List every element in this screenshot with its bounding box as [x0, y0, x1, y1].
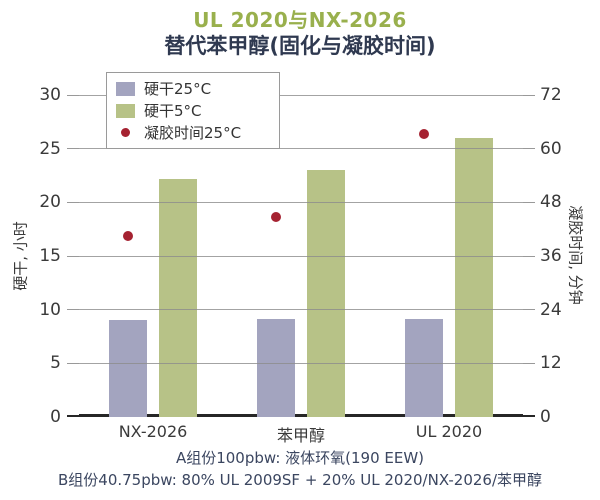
- legend-item-hard-dry-5c: 硬干5°C: [116, 101, 269, 120]
- bar-hard-dry-5c: [159, 178, 197, 417]
- y-axis-tick-label-left: 15: [39, 246, 61, 266]
- footer-note-line2: B组份40.75pbw: 80% UL 2009SF + 20% UL 2020…: [57, 471, 542, 489]
- bar-hard-dry-25c: [109, 320, 147, 417]
- y-axis-tick-label-right: 24: [540, 299, 562, 320]
- y-axis-tick-label-right: 0: [540, 407, 551, 427]
- y-axis-tick-label-left: 20: [39, 192, 61, 213]
- legend: 硬干25°C 硬干5°C 凝胶时间25°C: [106, 72, 280, 149]
- y-axis-tick-left: [67, 255, 79, 257]
- gel-time-25c-dot: [419, 128, 429, 139]
- y-axis-tick-label-right: 72: [540, 85, 562, 105]
- plot-area: 0 0 5 12 10 24 15 36 20 48 25 60 30 72 NX-2026 苯甲醇 UL 20…: [39, 85, 561, 445]
- y-axis-tick-left: [67, 362, 79, 364]
- y-axis-tick-right: [523, 362, 535, 364]
- x-axis-category-label: 苯甲醇: [276, 426, 326, 445]
- bar-hard-dry-25c: [257, 319, 295, 417]
- y-axis-tick-label-left: 30: [39, 85, 61, 105]
- y-axis-tick-left: [67, 309, 79, 311]
- bar-hard-dry-5c: [307, 170, 345, 417]
- y-axis-tick-right: [523, 255, 535, 257]
- chart-title-line1: UL 2020与NX-2026: [193, 8, 407, 32]
- y-axis-tick-right: [523, 415, 535, 417]
- bar-hard-dry-5c: [455, 137, 493, 417]
- y-axis-tick-right: [523, 94, 535, 96]
- gridline: [79, 309, 523, 311]
- y-axis-tick-left: [67, 148, 79, 150]
- gridline: [79, 362, 523, 364]
- legend-label: 凝胶时间25°C: [144, 124, 242, 142]
- bar-swatch-icon: [116, 81, 135, 96]
- y-axis-tick-left: [67, 94, 79, 96]
- footer-note-line1: A组份100pbw: 液体环氧(190 EEW): [175, 449, 425, 467]
- y-axis-tick-label-left: 25: [39, 138, 61, 159]
- gridline: [79, 94, 523, 96]
- chart-title-line2: 替代苯甲醇(固化与凝胶时间): [164, 34, 436, 58]
- y-axis-tick-label-left: 5: [50, 353, 61, 374]
- y-axis-tick-label-right: 36: [540, 246, 562, 266]
- y-axis-label-right: 凝胶时间, 分钟: [566, 205, 585, 305]
- legend-item-hard-dry-25c: 硬干25°C: [116, 79, 269, 98]
- legend-label: 硬干25°C: [144, 80, 212, 98]
- gel-time-25c-dot: [123, 230, 133, 241]
- x-axis-category-label: UL 2020: [415, 422, 483, 441]
- y-axis-tick-left: [67, 201, 79, 203]
- bar-swatch-icon: [116, 103, 135, 118]
- gel-time-25c-dot: [271, 212, 281, 223]
- legend-label: 硬干5°C: [144, 102, 202, 120]
- y-axis-tick-right: [523, 309, 535, 311]
- gridline: [79, 255, 523, 257]
- y-axis-tick-label-left: 10: [39, 299, 61, 320]
- y-axis-tick-left: [67, 415, 79, 417]
- y-axis-tick-label-right: 48: [540, 192, 562, 213]
- dot-swatch-icon: [121, 128, 130, 137]
- y-axis-tick-right: [523, 148, 535, 150]
- x-axis-category-label: NX-2026: [118, 422, 188, 441]
- gridline: [79, 148, 523, 150]
- gridline: [79, 201, 523, 203]
- y-axis-tick-right: [523, 201, 535, 203]
- bar-hard-dry-25c: [405, 319, 443, 417]
- legend-item-gel-time-25c: 凝胶时间25°C: [116, 123, 269, 142]
- y-axis-tick-label-left: 0: [50, 407, 61, 427]
- y-axis-label-left: 硬干, 小时: [11, 221, 30, 291]
- y-axis-tick-label-right: 12: [540, 353, 562, 374]
- y-axis-tick-label-right: 60: [540, 138, 562, 159]
